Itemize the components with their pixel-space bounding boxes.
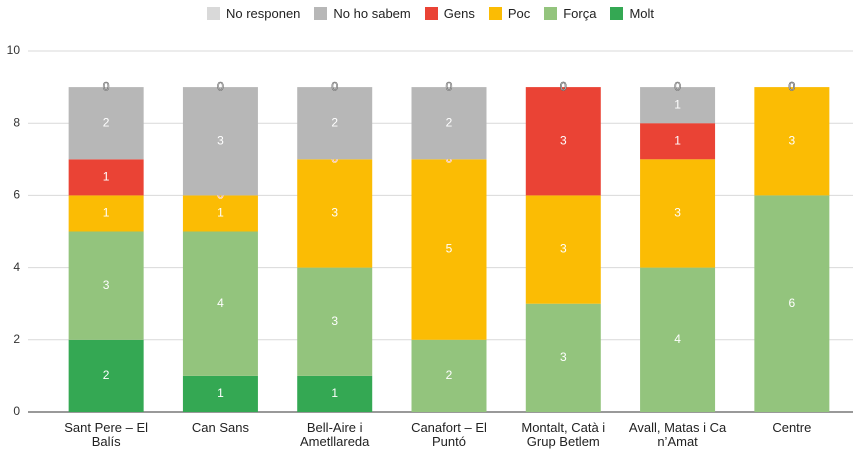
legend-swatch [610,7,624,20]
legend-swatch [206,7,220,20]
data-label: 0 [560,79,567,93]
legend-swatch [314,7,328,20]
data-label: 3 [560,242,567,256]
data-label: 1 [103,206,110,220]
data-label: 0 [217,79,224,93]
data-label: 3 [560,133,567,147]
legend-item: Poc [488,6,531,21]
y-tick-label: 6 [13,188,20,202]
data-label: 0 [446,79,453,93]
data-label: 0 [789,79,796,93]
data-label: 2 [331,115,338,129]
x-tick-label: Sant Pere – El Balís [64,420,149,449]
bar-segment [297,159,373,268]
data-label: 4 [674,332,681,346]
bar-segment [640,123,716,160]
data-label: 3 [560,350,567,364]
bar-segment [411,87,487,160]
data-label: 1 [331,386,338,400]
bar-segment [68,231,144,340]
legend-label: No ho sabem [333,6,411,21]
y-tick-label: 10 [7,43,21,57]
legend-swatch [488,7,502,20]
data-label: 3 [103,278,110,292]
bar-segment [640,87,716,124]
legend-swatch [544,7,558,20]
x-tick-label: Montalt, Catà i Grup Betlem [521,420,606,449]
bar-segment [182,195,258,232]
y-tick-label: 0 [13,404,20,418]
legend-item: Gens [424,6,475,21]
legend-label: Gens [443,6,475,21]
data-label: 0 [560,79,567,93]
bar-segment [525,87,601,196]
data-label: 2 [103,368,110,382]
bar-segment [182,231,258,376]
bar-segment [525,303,601,412]
bar-segment [182,87,258,196]
data-label: 2 [446,368,453,382]
bar-segment [297,87,373,160]
data-label: 5 [446,242,453,256]
data-label: 0 [674,79,681,93]
bar-segment [525,195,601,304]
x-tick-label: Bell-Aire i Ametllareda [300,420,370,449]
legend-label: No responen [225,6,301,21]
data-label: 1 [217,386,224,400]
data-label: 4 [217,296,224,310]
y-tick-label: 4 [13,260,20,274]
data-label: 3 [789,133,796,147]
bar-segment [68,159,144,196]
data-label: 1 [674,97,681,111]
legend: No responen No ho sabem Gens Poc Força Molt [0,6,861,21]
data-label: 0 [103,79,110,93]
bar-segment [411,159,487,340]
bar-segment [68,87,144,160]
data-label: 2 [446,115,453,129]
y-tick-label: 2 [13,332,20,346]
data-label: 2 [103,115,110,129]
legend-label: Força [563,6,597,21]
bar-segment [640,159,716,268]
data-label: 0 [789,79,796,93]
legend-item: No ho sabem [314,6,411,21]
legend-item: Molt [610,6,654,21]
x-tick-label: Centre [772,420,812,435]
x-tick-label: Avall, Matas i Ca n’Amat [628,420,727,449]
bar-segment [68,195,144,232]
legend-swatch [424,7,438,20]
bar-segment [754,195,830,412]
data-label: 0 [331,79,338,93]
legend-item: Força [544,6,596,21]
data-label: 3 [331,206,338,220]
bar-segment [640,267,716,412]
bar-segment [182,375,258,412]
data-label: 1 [217,206,224,220]
legend-item: No responen [206,6,301,21]
bar-segment [297,267,373,376]
bar-segment [68,339,144,412]
data-label: 3 [331,314,338,328]
data-label: 1 [674,133,681,147]
data-label: 6 [789,296,796,310]
bar-segment [754,87,830,196]
legend-label: Poc [507,6,531,21]
data-label: 0 [789,79,796,93]
x-tick-label: Canafort – El Puntó [411,420,487,449]
data-label: 3 [674,206,681,220]
data-label: 3 [217,133,224,147]
bar-segment [297,375,373,412]
bar-segment [411,339,487,412]
data-label: 1 [103,170,110,184]
y-tick-label: 8 [13,115,20,129]
x-tick-label: Can Sans [191,420,249,435]
legend-label: Molt [629,6,655,21]
